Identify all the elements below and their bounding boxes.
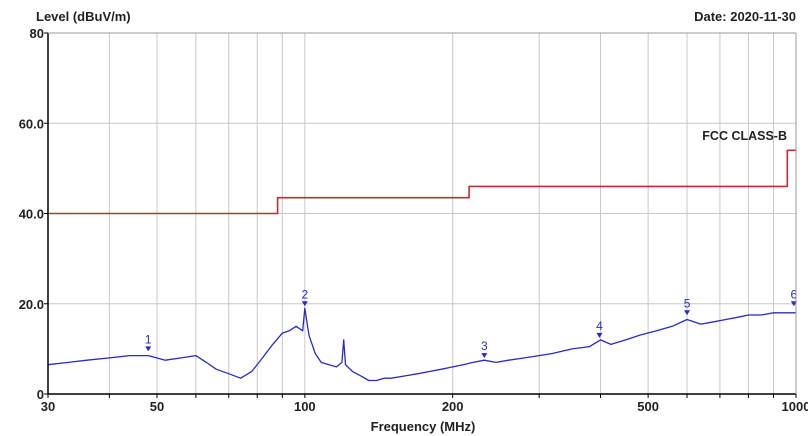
- series-layer: [47, 149, 796, 382]
- x-tick-label: 200: [442, 399, 464, 414]
- y-tick-label: 40.0: [19, 207, 44, 222]
- marker-label: 5: [684, 296, 691, 310]
- marker-layer: 1 2 3 4 5 6: [145, 287, 798, 359]
- x-tick-label: 50: [150, 399, 164, 414]
- marker-label: 6: [791, 287, 798, 301]
- marker-label: 2: [301, 287, 308, 301]
- marker-pointer: [301, 301, 308, 307]
- marker-label: 1: [145, 332, 152, 346]
- marker-label: 3: [481, 339, 488, 353]
- limit-line-label: FCC CLASS-B: [702, 129, 787, 143]
- y-axis-label: Level (dBuV/m): [36, 9, 131, 24]
- y-tick-label: 80: [30, 26, 44, 41]
- measurement-trace: [47, 307, 796, 382]
- y-tick-label: 20.0: [19, 297, 44, 312]
- x-tick-label: 1000: [782, 399, 808, 414]
- x-axis-label: Frequency (MHz): [371, 419, 476, 434]
- marker-pointer: [790, 301, 797, 307]
- date-label: Date: 2020-11-30: [694, 9, 796, 24]
- marker-pointer: [145, 346, 152, 352]
- marker-label: 4: [596, 319, 603, 333]
- y-tick-label: 60.0: [19, 116, 44, 131]
- x-tick-label: 500: [637, 399, 659, 414]
- limit-line: [48, 149, 796, 215]
- axes: [44, 32, 797, 398]
- tick-labels: 30 50 100 200 500 1000 0 20.0 40.0 60.0 80: [19, 26, 808, 414]
- marker-pointer: [684, 310, 691, 316]
- x-tick-label: 30: [41, 399, 55, 414]
- marker-pointer: [596, 332, 603, 338]
- y-tick-label: 0: [37, 387, 44, 402]
- marker-pointer: [481, 353, 488, 359]
- x-tick-label: 100: [294, 399, 316, 414]
